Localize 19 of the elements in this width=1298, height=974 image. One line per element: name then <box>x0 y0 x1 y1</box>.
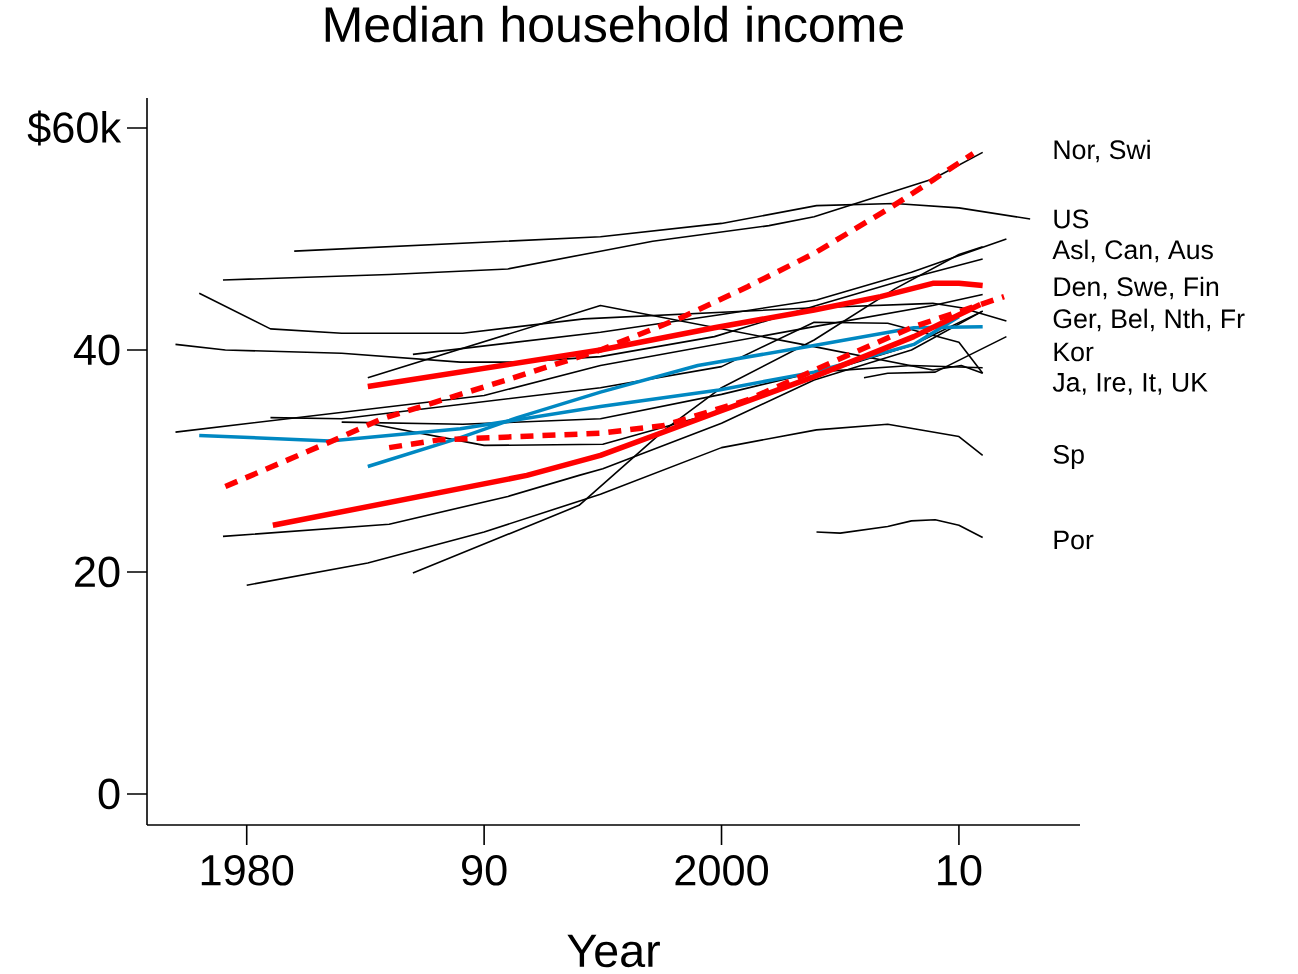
annotation: US <box>1054 209 1089 229</box>
annotation: Kor <box>1054 342 1094 362</box>
annotation: Nor, Swi <box>1054 139 1150 163</box>
annotation: Ger, Bel, Nth, Fr <box>1053 308 1245 332</box>
annotation: Asl, Can, Aus <box>1052 239 1213 263</box>
annotation: Sp <box>1053 444 1084 470</box>
y-tick-label: 20 <box>75 556 120 588</box>
x-tick-label: 2000 <box>675 854 769 886</box>
chart-title: Median household income <box>325 5 903 43</box>
annotation: Ja, Ire, It, UK <box>1052 373 1208 395</box>
y-tick-label: 40 <box>73 334 120 366</box>
annotation: Den, Swe, Fin <box>1054 276 1219 300</box>
x-tick-label: 90 <box>462 854 507 886</box>
annotation: Por <box>1054 530 1094 550</box>
y-tick-label: $60k <box>27 110 122 146</box>
x-tick-label: 1980 <box>201 854 294 886</box>
y-tick-label: 0 <box>98 778 120 810</box>
x-axis-title: Year <box>567 934 660 968</box>
x-tick-label: 10 <box>938 854 982 886</box>
